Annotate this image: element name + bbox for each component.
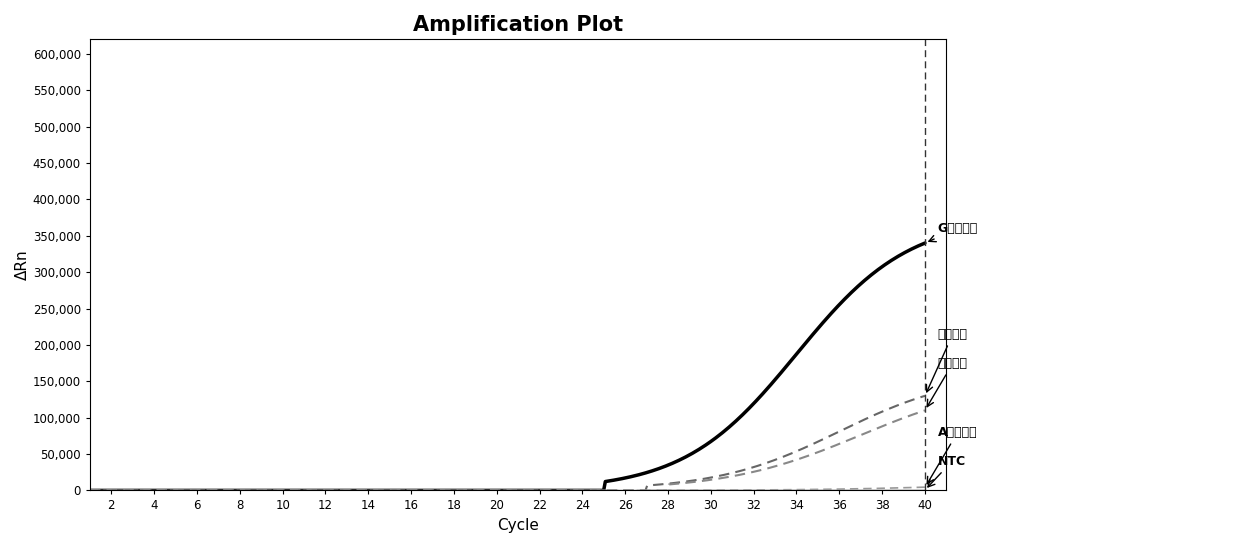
Text: 内参基因: 内参基因 [928,357,967,407]
Title: Amplification Plot: Amplification Plot [413,15,624,35]
Text: 内参基因: 内参基因 [926,328,967,392]
Y-axis label: ΔRn: ΔRn [15,249,30,280]
Text: G等位基因: G等位基因 [929,222,978,242]
Text: A等位基因: A等位基因 [928,426,977,484]
X-axis label: Cycle: Cycle [497,518,539,533]
Text: NTC: NTC [928,455,966,487]
